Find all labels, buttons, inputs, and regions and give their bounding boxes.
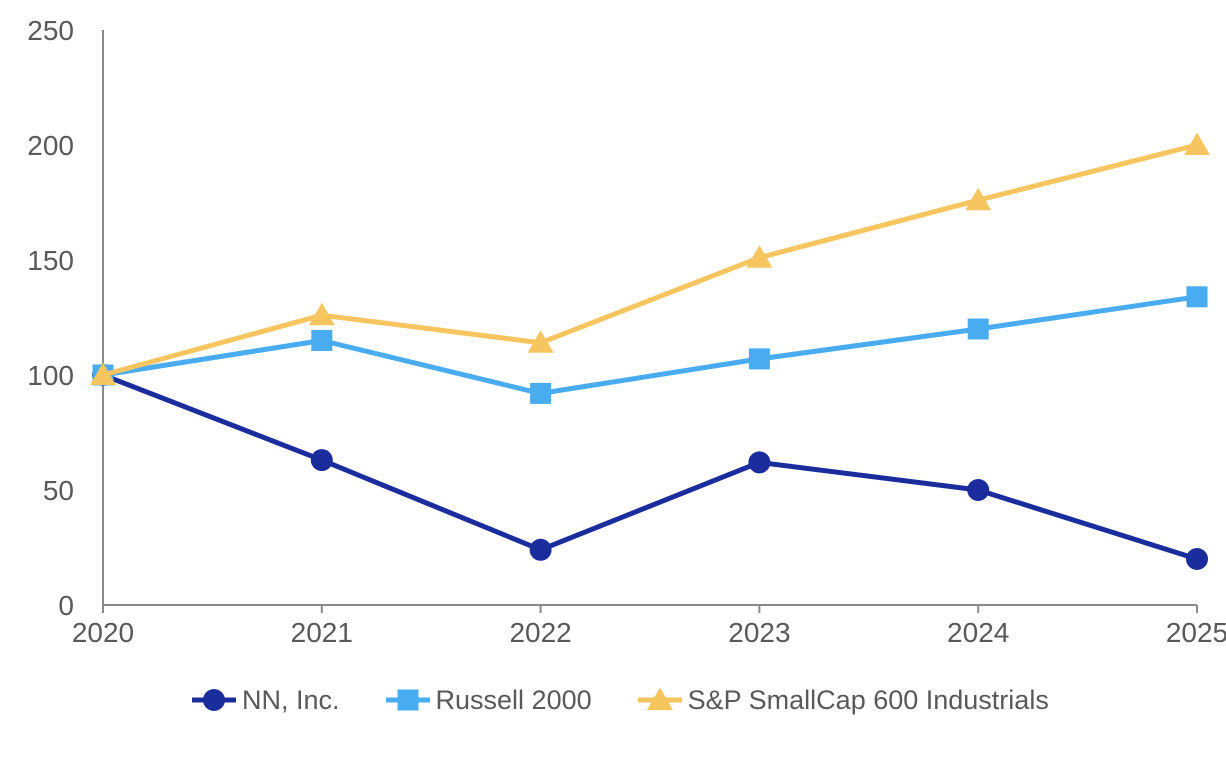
data-point-s-p-smallcap-600-industrials-2025 xyxy=(1184,132,1210,155)
legend-marker-shape xyxy=(646,687,673,710)
data-point-nn-inc-2021 xyxy=(310,449,333,472)
data-point-s-p-smallcap-600-industrials-2020 xyxy=(90,362,116,385)
legend-item-nn-inc: NN, Inc. xyxy=(192,684,340,716)
x-axis-tick-label: 2024 xyxy=(947,617,1009,648)
data-point-s-p-smallcap-600-industrials-2023 xyxy=(746,245,773,268)
legend-item-sp-smallcap-600-industrials: S&P SmallCap 600 Industrials xyxy=(637,684,1049,716)
series-line-nn-inc xyxy=(100,372,1200,562)
chart-legend: NN, Inc. Russell 2000 S&P SmallCap 600 I… xyxy=(0,684,1226,716)
y-axis-tick-label: 150 xyxy=(27,245,74,276)
y-axis-tick-label: 50 xyxy=(43,475,74,506)
data-point-nn-inc-2023 xyxy=(748,451,771,474)
data-point-s-p-smallcap-600-industrials-2021 xyxy=(308,302,335,326)
data-point-nn-inc-2024 xyxy=(967,479,990,501)
x-axis-tick-label: 2022 xyxy=(509,617,571,648)
legend-label: NN, Inc. xyxy=(242,684,340,715)
y-axis-tick-label: 0 xyxy=(58,590,74,621)
square-marker-icon xyxy=(385,689,430,711)
x-axis-tick-label: 2025 xyxy=(1166,617,1226,648)
y-axis-tick-label: 100 xyxy=(27,360,74,391)
data-point-nn-inc-2025 xyxy=(1186,548,1208,570)
legend-marker-shape xyxy=(203,689,225,711)
data-point-russell-2000-2021 xyxy=(311,330,333,351)
series-s-p-smallcap-600-industrials xyxy=(90,132,1210,385)
data-point-s-p-smallcap-600-industrials-2022 xyxy=(527,330,554,353)
legend-marker-shape xyxy=(397,689,419,711)
data-point-s-p-smallcap-600-industrials-2024 xyxy=(965,187,992,211)
series-nn-inc xyxy=(92,364,1208,570)
legend-label: Russell 2000 xyxy=(435,684,592,715)
x-axis-tick-label: 2021 xyxy=(291,617,353,648)
y-axis-tick-label: 250 xyxy=(27,15,74,46)
data-point-russell-2000-2023 xyxy=(748,348,770,370)
legend-label: S&P SmallCap 600 Industrials xyxy=(687,684,1049,715)
data-point-russell-2000-2025 xyxy=(1186,286,1208,308)
data-point-nn-inc-2022 xyxy=(529,538,552,561)
y-axis-tick-label: 200 xyxy=(27,130,74,161)
circle-marker-icon xyxy=(192,689,236,711)
data-point-russell-2000-2024 xyxy=(967,318,989,340)
total-return-line-chart: 0 50 100 150 200 250 2020 2021 2022 2023 2024 2025 xyxy=(27,15,1226,648)
legend-item-russell-2000: Russell 2000 xyxy=(385,684,592,716)
data-point-russell-2000-2022 xyxy=(530,382,552,404)
x-axis-tick-label: 2020 xyxy=(72,617,134,648)
x-axis-tick-label: 2023 xyxy=(728,617,790,648)
series-russell-2000 xyxy=(92,286,1208,404)
series-line-russell-2000 xyxy=(100,294,1200,396)
series-line-s-p-smallcap-600-industrials xyxy=(100,142,1200,378)
triangle-marker-icon xyxy=(637,687,682,710)
